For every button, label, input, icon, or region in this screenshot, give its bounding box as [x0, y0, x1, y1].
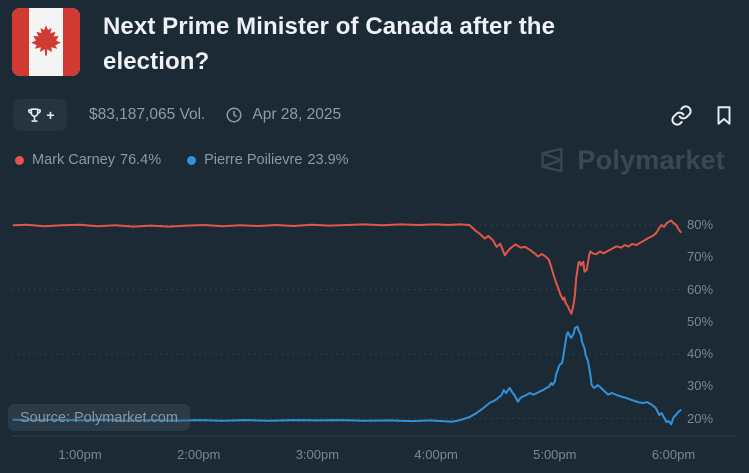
y-tick-label-50: 50%: [687, 313, 714, 329]
date-text: Apr 28, 2025: [252, 106, 342, 123]
pierre-poilievre-label: Pierre Poilievre 23.9%: [204, 152, 349, 168]
x-tick-label-2-00pm: 2:00pm: [177, 447, 221, 462]
price-chart[interactable]: 80% 70% 60% 50% 40% 30% 20% 1:00pm 2:00pm 3:00pm 4…: [0, 195, 749, 473]
pierre-poilievre-line: [12, 325, 682, 426]
legend-row: Mark Carney 76.4% Pierre Poilievre 23.9% P…: [15, 144, 725, 176]
canada-flag-icon: [12, 8, 80, 76]
x-tick-label-6-00pm: 6:00pm: [651, 447, 696, 462]
y-tick-label-30: 30%: [687, 378, 714, 394]
pierre-poilievre-dot: [187, 155, 197, 165]
maple-leaf-icon: [31, 25, 61, 56]
meta-row: + $83,187,065 Vol. Apr 28, 2025: [13, 98, 735, 132]
volume-text: $83,187,065 Vol.: [89, 106, 206, 123]
pierre-poilievre-value: 23.9%: [307, 152, 349, 168]
y-tick-label-60: 60%: [687, 281, 714, 297]
canada-flag-svg: [12, 8, 80, 76]
chart-svg[interactable]: [0, 195, 749, 473]
bookmark-icon: [713, 104, 735, 127]
trophy-icon: [25, 106, 44, 125]
legend-item-pierre-poilievre: Pierre Poilievre 23.9%: [187, 152, 349, 168]
mark-carney-value: 76.4%: [120, 152, 162, 168]
source-note: Source: Polymarket.com: [8, 404, 190, 431]
x-tick-label-4-00pm: 4:00pm: [414, 447, 458, 462]
leaderboard-button[interactable]: +: [13, 99, 67, 131]
x-tick-label-3-00pm: 3:00pm: [295, 447, 340, 462]
mark-carney-dot: [15, 155, 24, 165]
y-tick-label-20: 20%: [687, 410, 714, 426]
page-title: Next Prime Minister of Canada after the …: [103, 13, 556, 75]
polymarket-watermark-text: Polymarket: [577, 144, 725, 175]
y-tick-label-70: 70%: [687, 249, 714, 265]
copy-link-button[interactable]: [670, 104, 693, 127]
x-tick-label-5-00pm: 5:00pm: [533, 447, 577, 462]
y-tick-label-40: 40%: [687, 346, 714, 361]
legend-item-mark-carney: Mark Carney 76.4%: [15, 152, 161, 168]
mark-carney-label: Mark Carney 76.4%: [32, 152, 162, 168]
mark-carney-line: [12, 219, 682, 315]
link-icon: [670, 104, 693, 127]
polymarket-watermark: Polymarket: [537, 145, 725, 176]
bookmark-button[interactable]: [713, 104, 735, 127]
trophy-plus-label: +: [46, 107, 55, 123]
clock-icon: [225, 106, 243, 124]
y-tick-label-80: 80%: [687, 217, 714, 232]
x-tick-label-1-00pm: 1:00pm: [58, 447, 102, 462]
polymarket-logo-icon: [537, 145, 567, 175]
